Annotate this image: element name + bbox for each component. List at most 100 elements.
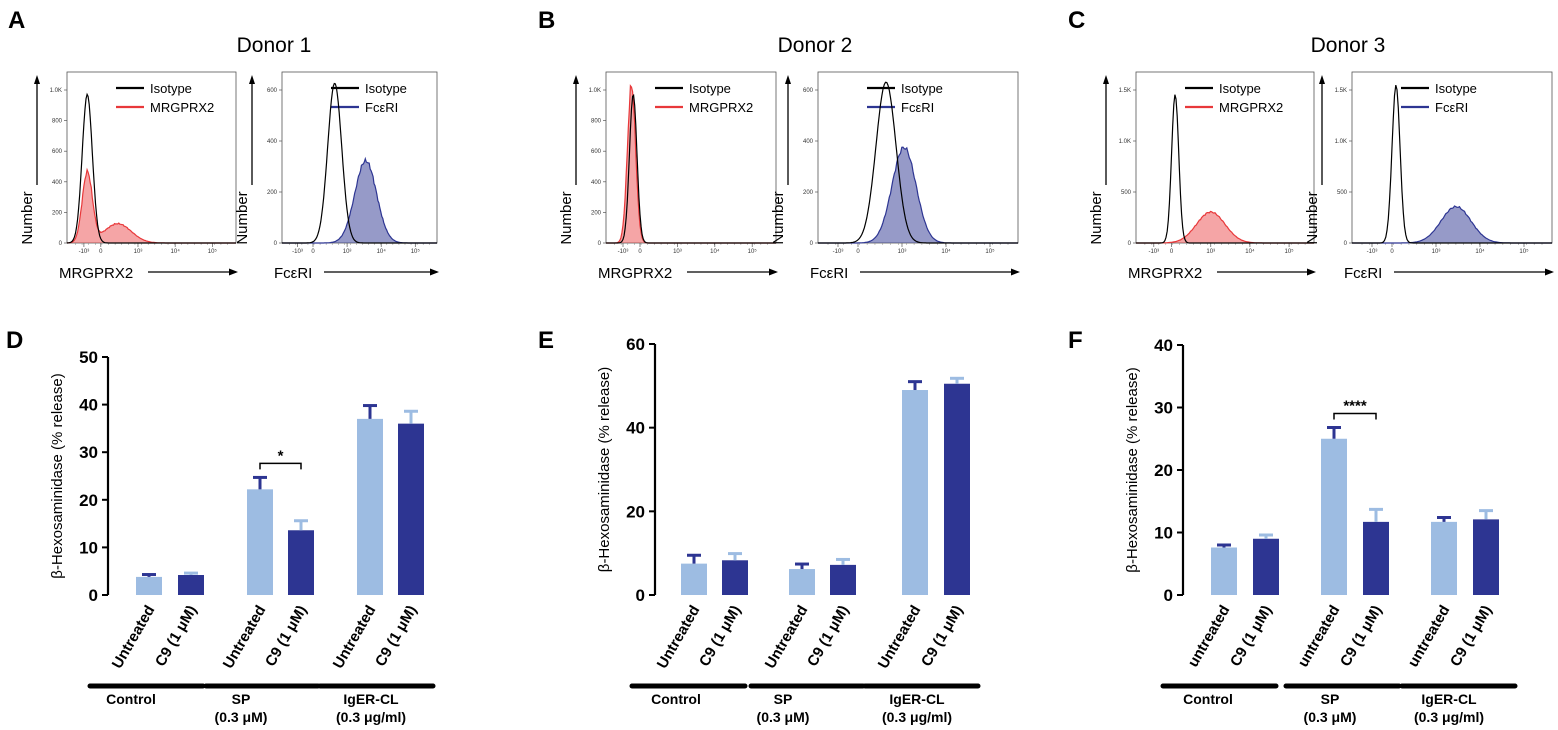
y-tick-label: 1.0K [50,88,62,94]
bar [830,564,856,595]
y-tick-label: 0 [598,241,602,247]
bar [1211,547,1237,595]
bar [1363,521,1389,595]
group-label: IgER-CL [1421,691,1477,707]
y-tick-label: 400 [591,180,602,186]
y-tick-label: 20 [626,502,645,521]
y-tick-label: 50 [79,348,98,367]
y-tick-label: 1.0K [1335,139,1347,145]
y-tick-label: 0 [89,586,98,605]
group-label: SP [774,691,793,707]
legend-label: Isotype [901,81,943,96]
x-tick-label: 0 [1390,249,1394,255]
y-tick-label: 600 [52,149,63,155]
panel-letter-d: D [6,327,23,354]
panel-letter-f: F [1068,327,1083,354]
histogram-fill-fcri [282,158,437,243]
x-tick-label: 10³ [1206,249,1215,255]
x-tick-label: 10³ [1432,249,1441,255]
y-tick-label: 500 [1337,190,1348,196]
bar [288,530,314,595]
y-tick-label: 600 [591,149,602,155]
x-tick-label: -10³ [833,249,844,255]
legend-label: FcεRI [901,100,934,115]
bar [178,575,204,595]
x-tick-label: 0 [1170,249,1174,255]
y-tick-label: 0 [810,241,814,247]
y-axis-arrowhead [573,75,579,84]
y-tick-label: 40 [79,396,98,415]
legend-label: MRGPRX2 [150,100,214,115]
legend-label: Isotype [1435,81,1477,96]
y-tick-label: 0 [59,241,63,247]
category-label: C9 (1 μM) [918,602,966,669]
x-tick-label: 10³ [898,249,907,255]
bar [789,569,815,595]
group-label: SP [1321,691,1340,707]
x-axis-label: MRGPRX2 [59,265,133,282]
y-tick-label: 1.0K [1119,139,1131,145]
y-tick-label: 500 [1121,190,1132,196]
x-tick-label: 0 [856,249,860,255]
group-sublabel: (0.3 μM) [1304,709,1357,725]
category-label: C9 (1 μM) [152,602,200,669]
x-tick-label: 10³ [134,249,143,255]
y-tick-label: 20 [1154,461,1173,480]
histogram-line-isotype [606,93,776,244]
y-axis-label: Number [1304,191,1321,244]
y-tick-label: 600 [267,88,278,94]
histogram-line-isotype [282,82,437,244]
group-label: IgER-CL [889,691,945,707]
y-tick-label: 400 [803,139,814,145]
category-label: untreated [1405,603,1454,671]
x-tick-label: 10⁴ [1475,248,1485,255]
category-label: C9 (1 μM) [262,602,310,669]
x-tick-label: -10³ [618,249,629,255]
category-label: C9 (1 μM) [696,602,744,669]
x-axis-label: MRGPRX2 [598,265,672,282]
x-tick-label: 0 [311,249,315,255]
y-axis-label: β-Hexosaminidase (% release) [596,367,613,572]
category-label: C9 (1 μM) [372,602,420,669]
x-tick-label: 0 [638,249,642,255]
category-label: C9 (1 μM) [1227,602,1275,669]
x-tick-label: 10⁴ [710,248,720,255]
x-tick-label: 10⁴ [171,248,181,255]
y-tick-label: 800 [52,119,63,125]
y-axis-label: β-Hexosaminidase (% release) [1124,367,1141,572]
x-axis-arrowhead [1307,268,1316,276]
panel-letter-e: E [538,327,554,354]
group-sublabel: (0.3 μg/ml) [1414,709,1484,725]
y-axis-label: Number [558,191,575,244]
group-label: SP [232,691,251,707]
y-axis-label: Number [770,191,787,244]
bar [136,576,162,595]
x-axis-arrowhead [1011,268,1020,276]
group-label: IgER-CL [343,691,399,707]
bar [1321,438,1347,595]
x-axis-arrowhead [769,268,778,276]
y-axis-arrowhead [1103,75,1109,84]
legend-label: Isotype [689,81,731,96]
significance-label: * [278,447,284,464]
x-axis-arrowhead [430,268,439,276]
x-tick-label: 10⁵ [985,248,995,255]
x-tick-label: -10³ [292,249,303,255]
x-tick-label: 10⁵ [748,248,758,255]
category-label: untreated [1295,603,1344,671]
y-axis-label: β-Hexosaminidase (% release) [49,373,66,578]
x-axis-label: FcεRI [274,265,312,282]
y-tick-label: 0 [636,586,645,605]
x-tick-label: -10³ [1367,249,1378,255]
bar [722,560,748,595]
y-axis-label: Number [234,191,251,244]
y-tick-label: 0 [274,241,278,247]
bar [1431,521,1457,595]
legend-label: FcεRI [365,100,398,115]
y-tick-label: 600 [803,88,814,94]
histogram-line-isotype [66,92,236,244]
legend-label: Isotype [150,81,192,96]
donor-title: Donor 3 [1311,34,1386,57]
